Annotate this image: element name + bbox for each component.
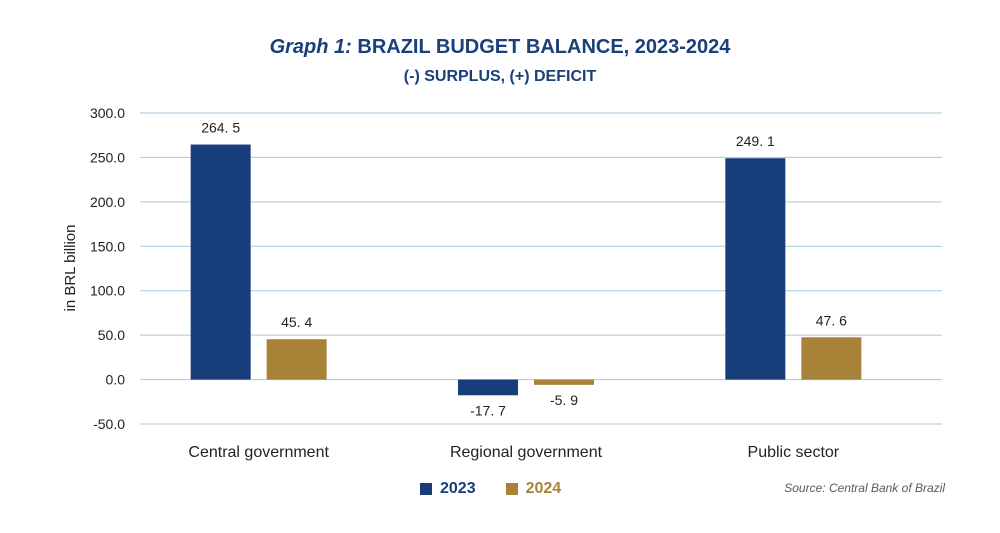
data-label-2023-2: 249. 1: [736, 133, 775, 149]
bar-2023-1: [458, 379, 518, 396]
chart-title: Graph 1: BRAZIL BUDGET BALANCE, 2023-202…: [0, 36, 1000, 59]
x-category-label: Central government: [188, 444, 329, 461]
legend-swatch-2024: [505, 483, 518, 495]
legend-item-2023: 2023: [420, 480, 476, 498]
y-tick-label: 300.0: [90, 105, 125, 121]
data-label-2024-1: -5. 9: [550, 392, 578, 408]
y-tick-label: 100.0: [90, 283, 125, 299]
bar-2024-0: [266, 339, 327, 380]
data-label-2023-1: -17. 7: [470, 402, 506, 418]
bar-2024-2: [801, 337, 862, 380]
bar-2024-1: [534, 379, 594, 385]
y-tick-label: 0.0: [106, 372, 126, 388]
legend-label-2024: 2024: [525, 480, 562, 497]
y-tick-label: -50.0: [93, 416, 125, 432]
legend-label-2023: 2023: [440, 480, 476, 497]
data-label-2024-0: 45. 4: [281, 314, 312, 330]
y-axis-label: in BRL billion: [62, 225, 79, 312]
x-category-label: Regional government: [450, 444, 603, 461]
chart-title-prefix: Graph 1:: [269, 36, 352, 58]
x-category-label: Public sector: [748, 444, 840, 461]
bar-2023-2: [725, 158, 786, 380]
y-tick-label: 150.0: [90, 238, 125, 254]
legend-swatch-2023: [420, 483, 432, 495]
chart-legend: 2023 2024: [420, 480, 561, 498]
y-tick-label: 200.0: [90, 194, 125, 210]
legend-item-2024: 2024: [505, 480, 562, 498]
source-note: Source: Central Bank of Brazil: [784, 481, 945, 495]
data-label-2024-2: 47. 6: [816, 312, 847, 328]
y-tick-label: 250.0: [90, 149, 125, 165]
chart-subtitle: (-) SURPLUS, (+) DEFICIT: [403, 68, 597, 85]
chart-title-text: BRAZIL BUDGET BALANCE, 2023-2024: [357, 36, 731, 58]
data-label-2023-0: 264. 5: [201, 120, 240, 136]
bar-2023-0: [190, 144, 251, 380]
y-tick-label: 50.0: [98, 327, 125, 343]
